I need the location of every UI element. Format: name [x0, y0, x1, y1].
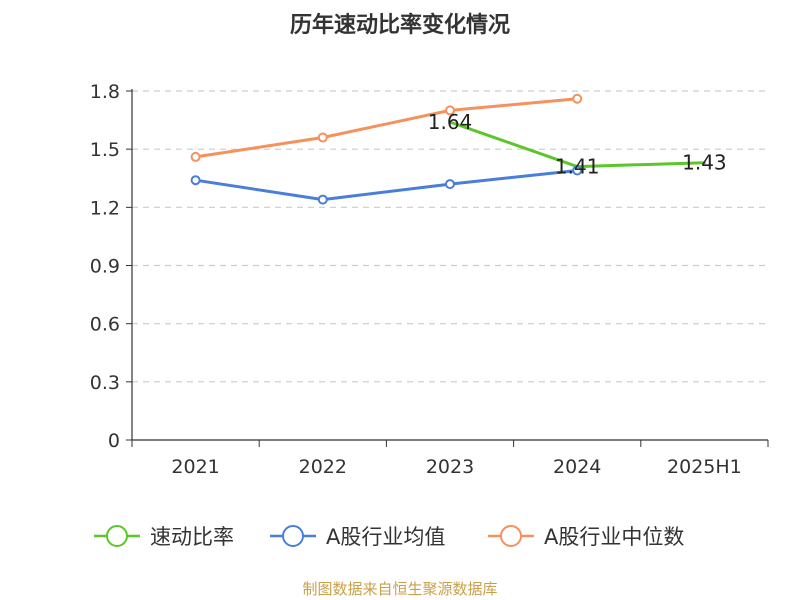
legend-swatch-marker: [282, 525, 304, 547]
data-point: [445, 179, 455, 190]
legend-label: A股行业均值: [326, 525, 445, 549]
data-point: [190, 175, 201, 186]
x-tick-label: 2023: [426, 456, 474, 478]
x-tick-label: 2021: [171, 456, 219, 478]
y-tick-label: 1.5: [90, 139, 120, 161]
series-lines: [190, 93, 706, 205]
data-point: [572, 93, 583, 104]
x-tick-label: 2022: [299, 456, 347, 478]
series-line: [194, 169, 579, 202]
grid-lines: [132, 90, 768, 383]
data-label: 1.43: [682, 151, 727, 175]
y-tick-label: 0: [108, 430, 120, 452]
x-tick-label: 2024: [553, 456, 601, 478]
data-point: [190, 151, 201, 162]
source-note: 制图数据来自恒生聚源数据库: [302, 580, 498, 598]
data-point: [317, 194, 328, 205]
data-label: 1.41: [555, 155, 600, 179]
data-labels: 1.64 1.41 1.43: [428, 110, 727, 179]
y-tick-label: 0.6: [90, 314, 120, 336]
y-tick-label: 0.3: [90, 372, 120, 394]
legend-label: 速动比率: [150, 525, 234, 549]
legend-swatch-marker: [106, 525, 128, 547]
legend-swatch-marker: [500, 525, 522, 547]
data-point: [572, 165, 583, 176]
y-tick-label: 0.9: [90, 256, 120, 278]
data-point: [317, 132, 328, 143]
legend: 速动比率 A股行业均值 A股行业中位数: [94, 525, 684, 549]
x-tick-label: 2025H1: [667, 456, 742, 478]
y-tick-label: 1.2: [90, 197, 120, 219]
y-tick-label: 1.8: [90, 81, 120, 103]
axes: 0 0.3 0.6 0.9 1.2 1.5 1.8 2021 2022 2023 2024 2025H…: [90, 81, 769, 478]
legend-label: A股行业中位数: [544, 525, 684, 549]
data-point: [445, 105, 455, 116]
chart-title: 历年速动比率变化情况: [290, 12, 510, 38]
series-line: [194, 97, 579, 159]
data-label: 1.64: [428, 110, 473, 134]
